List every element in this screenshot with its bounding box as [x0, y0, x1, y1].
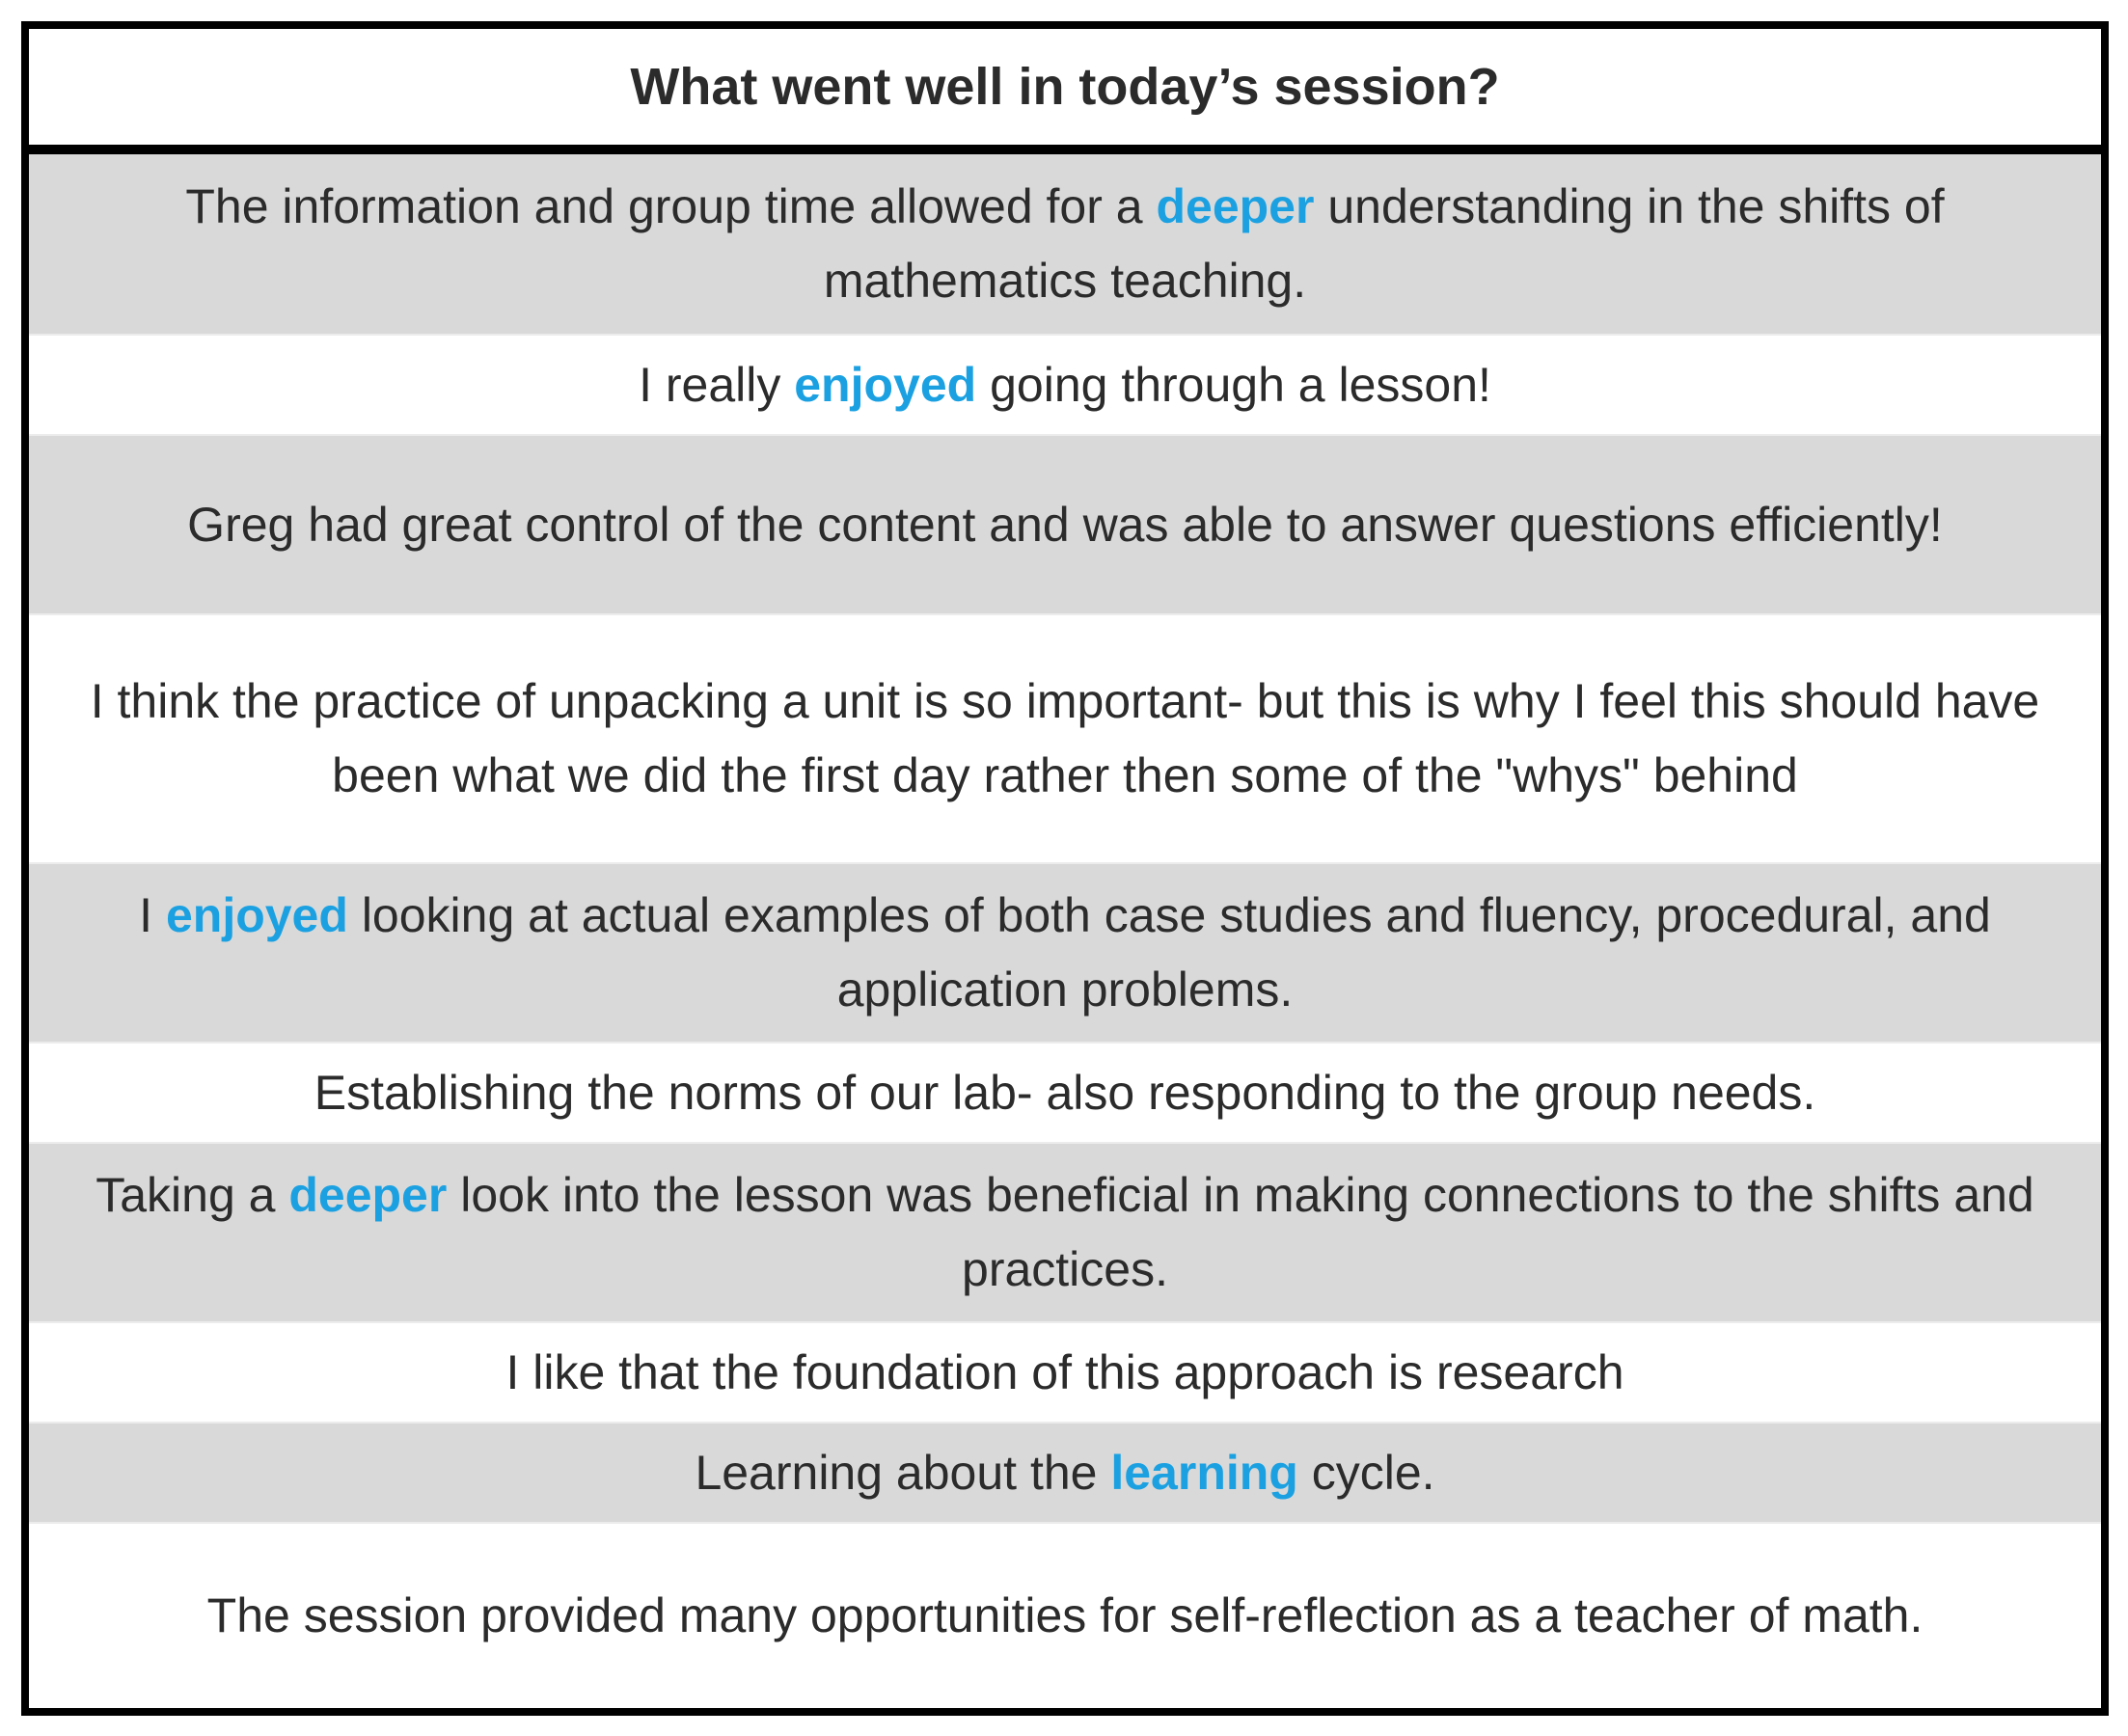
- response-text: I think the practice of unpacking a unit…: [50, 665, 2080, 813]
- response-segment: Greg had great control of the content an…: [187, 497, 1943, 552]
- response-text: Taking a deeper look into the lesson was…: [50, 1158, 2080, 1307]
- response-row: Learning about the learning cycle.: [29, 1422, 2101, 1522]
- response-segment: The session provided many opportunities …: [206, 1588, 1923, 1642]
- response-segment: Establishing the norms of our lab- also …: [314, 1065, 1816, 1120]
- keyword-highlight: deeper: [1156, 179, 1315, 233]
- feedback-table: What went well in today’s session? The i…: [21, 21, 2109, 1716]
- response-row: I think the practice of unpacking a unit…: [29, 613, 2101, 862]
- keyword-highlight: enjoyed: [165, 888, 348, 942]
- keyword-highlight: learning: [1110, 1445, 1298, 1500]
- response-text: The information and group time allowed f…: [50, 170, 2080, 318]
- response-list: The information and group time allowed f…: [29, 154, 2101, 1708]
- response-text: Establishing the norms of our lab- also …: [314, 1056, 1816, 1130]
- table-header: What went well in today’s session?: [29, 29, 2101, 154]
- response-text: I enjoyed looking at actual examples of …: [50, 879, 2080, 1027]
- response-row: I enjoyed looking at actual examples of …: [29, 862, 2101, 1042]
- keyword-highlight: deeper: [288, 1168, 448, 1222]
- response-row: The session provided many opportunities …: [29, 1522, 2101, 1708]
- response-row: Taking a deeper look into the lesson was…: [29, 1142, 2101, 1321]
- keyword-highlight: enjoyed: [794, 357, 977, 412]
- response-segment: Learning about the: [695, 1445, 1111, 1500]
- response-text: Greg had great control of the content an…: [187, 488, 1943, 562]
- response-segment: understanding in the shifts of mathemati…: [823, 179, 1945, 308]
- response-segment: I like that the foundation of this appro…: [505, 1344, 1624, 1399]
- response-segment: looking at actual examples of both case …: [347, 888, 1991, 1017]
- response-segment: cycle.: [1297, 1445, 1435, 1500]
- response-row: Establishing the norms of our lab- also …: [29, 1042, 2101, 1142]
- table-title: What went well in today’s session?: [630, 58, 1500, 116]
- response-row: I really enjoyed going through a lesson!: [29, 334, 2101, 434]
- response-text: I like that the foundation of this appro…: [505, 1336, 1623, 1410]
- response-row: I like that the foundation of this appro…: [29, 1321, 2101, 1422]
- response-text: The session provided many opportunities …: [207, 1579, 1923, 1653]
- response-row: The information and group time allowed f…: [29, 154, 2101, 334]
- response-segment: The information and group time allowed f…: [185, 179, 1157, 233]
- response-segment: Taking a: [95, 1168, 289, 1222]
- response-segment: I think the practice of unpacking a unit…: [90, 674, 2040, 802]
- response-text: Learning about the learning cycle.: [695, 1436, 1434, 1510]
- response-segment: I really: [639, 357, 795, 412]
- response-text: I really enjoyed going through a lesson!: [639, 348, 1491, 422]
- response-segment: going through a lesson!: [976, 357, 1491, 412]
- response-row: Greg had great control of the content an…: [29, 434, 2101, 613]
- response-segment: I: [139, 888, 166, 942]
- response-segment: look into the lesson was beneficial in m…: [447, 1168, 2034, 1296]
